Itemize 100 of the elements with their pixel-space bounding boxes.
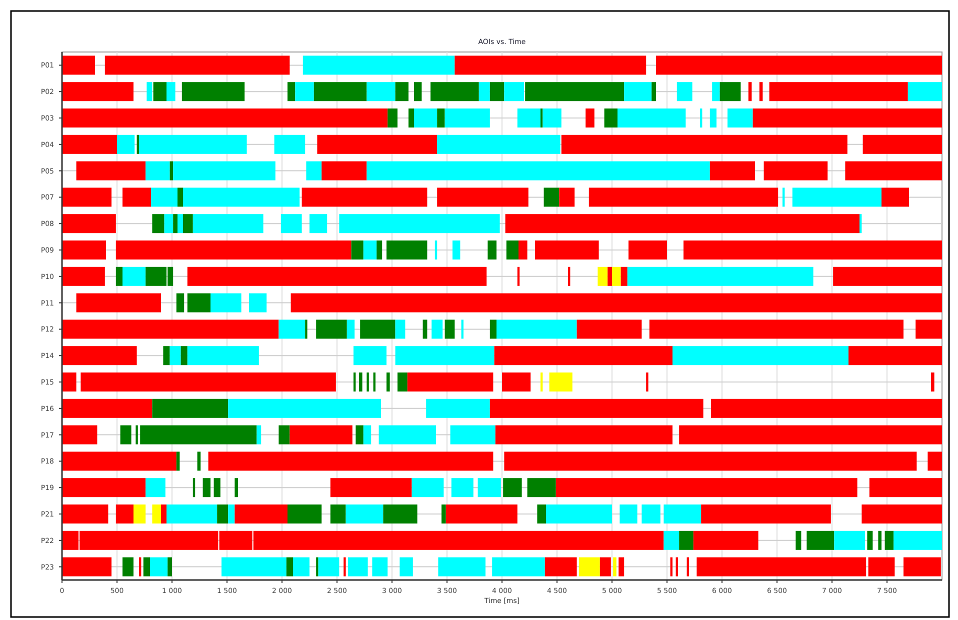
- bar: [180, 346, 188, 366]
- bar: [62, 188, 112, 207]
- bar: [414, 82, 422, 102]
- bar: [76, 161, 146, 180]
- bar: [388, 108, 398, 128]
- bar: [62, 214, 116, 234]
- bar: [618, 557, 624, 576]
- bar: [504, 82, 524, 102]
- bar: [274, 134, 306, 154]
- bar: [143, 557, 150, 576]
- bar: [624, 82, 652, 102]
- bar: [183, 214, 193, 234]
- bar: [286, 557, 293, 576]
- bar: [503, 478, 522, 498]
- bar: [187, 346, 259, 366]
- bar: [62, 320, 279, 339]
- bar: [366, 161, 710, 180]
- bar: [642, 504, 660, 524]
- bar: [234, 478, 238, 498]
- bar: [192, 478, 196, 498]
- bar: [197, 452, 201, 471]
- bar: [408, 108, 414, 128]
- bar: [152, 398, 228, 418]
- bar: [256, 425, 262, 444]
- bar: [187, 293, 210, 312]
- bar: [116, 266, 122, 286]
- bar: [76, 293, 161, 312]
- bar: [833, 266, 942, 286]
- bar: [178, 214, 183, 234]
- bar: [664, 504, 702, 524]
- bar: [586, 108, 594, 128]
- bar: [542, 108, 562, 128]
- bar: [502, 372, 531, 392]
- bar: [62, 452, 176, 471]
- bar: [62, 266, 105, 286]
- bar: [517, 108, 540, 128]
- bar: [360, 320, 396, 339]
- bar: [140, 425, 257, 444]
- bar: [728, 108, 753, 128]
- bar: [293, 557, 310, 576]
- bar: [249, 293, 267, 312]
- bar: [684, 240, 942, 260]
- bar: [672, 346, 848, 366]
- bar: [152, 214, 164, 234]
- bar: [759, 82, 763, 102]
- bar: [664, 530, 680, 550]
- bar: [346, 320, 355, 339]
- bar: [183, 188, 300, 207]
- bar: [222, 557, 286, 576]
- bar: [62, 56, 95, 75]
- bar: [278, 425, 290, 444]
- bar: [62, 372, 76, 392]
- bar: [316, 320, 347, 339]
- bar: [62, 346, 137, 366]
- bar: [176, 293, 184, 312]
- bar: [613, 557, 616, 576]
- bar: [314, 82, 367, 102]
- bar: [192, 214, 264, 234]
- bar: [400, 557, 413, 576]
- bar: [931, 372, 934, 392]
- bar: [712, 82, 720, 102]
- bar: [869, 478, 942, 498]
- bar: [398, 372, 408, 392]
- bar: [608, 266, 612, 286]
- bar: [62, 557, 112, 576]
- bar: [679, 530, 694, 550]
- bar: [288, 82, 296, 102]
- bar: [122, 557, 134, 576]
- bar: [796, 530, 802, 550]
- bar: [150, 557, 168, 576]
- bar: [904, 557, 941, 576]
- bar: [862, 504, 942, 524]
- bar: [845, 161, 942, 180]
- bar: [868, 557, 895, 576]
- bar: [848, 346, 942, 366]
- bar: [62, 108, 388, 128]
- bar: [432, 320, 443, 339]
- bar: [62, 478, 146, 498]
- bar: [546, 504, 612, 524]
- bar: [748, 82, 752, 102]
- bar: [395, 346, 494, 366]
- bar: [178, 188, 183, 207]
- bar: [676, 82, 692, 102]
- bar: [173, 214, 178, 234]
- bar: [351, 240, 364, 260]
- bar: [696, 557, 866, 576]
- bar: [62, 82, 134, 102]
- bar: [576, 320, 642, 339]
- bar: [62, 425, 98, 444]
- bar: [867, 530, 873, 550]
- bar: [168, 557, 172, 576]
- bar: [769, 82, 908, 102]
- bar: [120, 425, 132, 444]
- bar: [359, 372, 362, 392]
- bar: [386, 240, 428, 260]
- bar: [356, 425, 364, 444]
- bar: [422, 320, 428, 339]
- bar: [62, 398, 152, 418]
- bar: [163, 346, 170, 366]
- bar: [492, 557, 545, 576]
